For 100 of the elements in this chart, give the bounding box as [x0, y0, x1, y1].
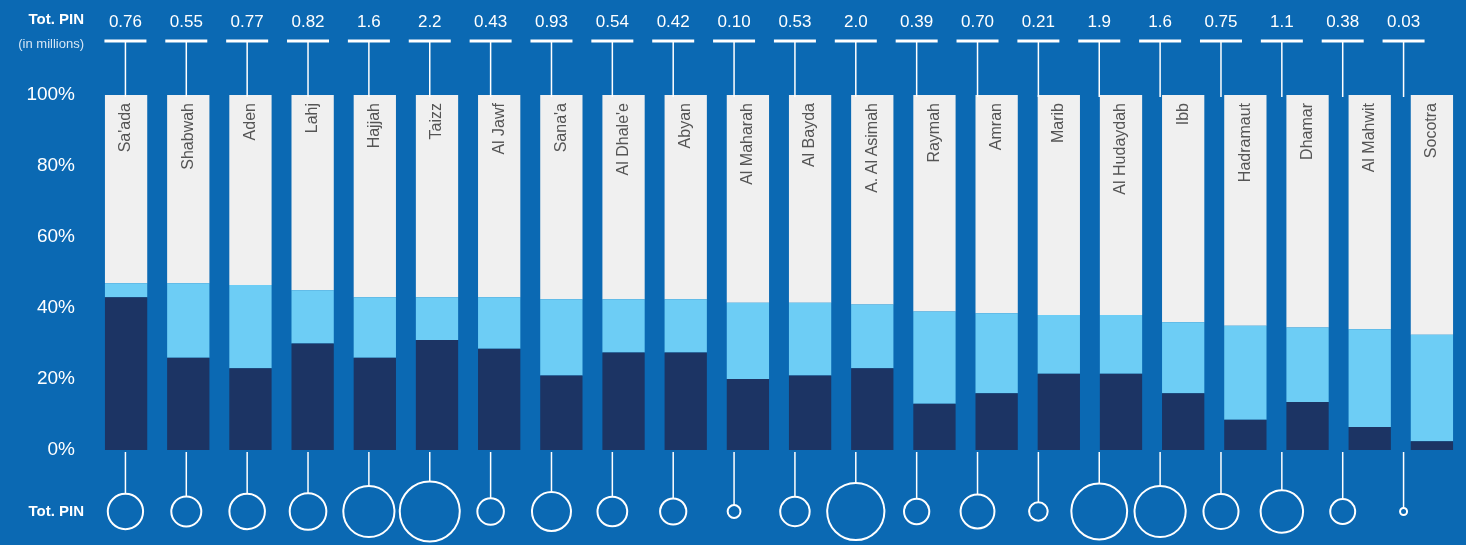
x-tick-label: Sana'a	[551, 102, 569, 153]
bar	[104, 95, 148, 284]
data-label: 0.70	[960, 11, 995, 31]
data-label: 1.9	[1087, 11, 1112, 31]
bar	[291, 290, 334, 344]
x-tick-label: Lahj	[303, 103, 321, 134]
x-tick-label: Al Jawf	[489, 102, 507, 155]
bar	[1410, 334, 1454, 442]
x-tick-label: Raymah	[924, 103, 942, 163]
bar	[353, 95, 396, 298]
data-label: 1.1	[1270, 11, 1294, 31]
bar	[540, 299, 583, 376]
data-label: 0.76	[108, 11, 142, 31]
data-label: 0.43	[474, 11, 508, 31]
bar	[1348, 329, 1391, 427]
x-tick-label: Al Bayda	[800, 102, 818, 168]
bar	[664, 352, 707, 450]
data-label: 0.82	[291, 11, 325, 31]
bar	[1410, 441, 1454, 450]
bar	[602, 299, 645, 353]
bar	[1162, 95, 1205, 323]
bar	[664, 299, 707, 353]
bar	[913, 311, 956, 404]
x-tick-label: Socotra	[1422, 102, 1440, 159]
bar	[975, 95, 1018, 314]
x-tick-label: Aden	[240, 103, 258, 141]
data-label: 0.93	[534, 11, 569, 31]
x-tick-label: Al Hudaydah	[1111, 103, 1129, 195]
x-tick-label: Amran	[987, 103, 1005, 151]
bar	[415, 339, 459, 450]
bar	[167, 357, 210, 450]
bar	[1348, 95, 1391, 330]
bar	[1162, 393, 1205, 450]
bar	[167, 283, 210, 358]
bar	[478, 95, 521, 298]
bar	[726, 379, 770, 450]
bar	[415, 297, 459, 340]
bar	[229, 284, 272, 369]
data-label: 0.39	[900, 11, 934, 31]
data-label: 0.21	[1021, 11, 1055, 31]
x-tick-label: Shabwah	[178, 103, 196, 170]
x-tick-label: Al Dhale'e	[613, 102, 631, 176]
bar	[104, 283, 148, 298]
x-tick-label: Marib	[1049, 102, 1067, 144]
bar	[788, 95, 832, 303]
x-tick-label: Al Maharah	[738, 103, 756, 185]
bar	[478, 348, 521, 450]
bar	[1286, 327, 1329, 403]
bar	[229, 95, 272, 285]
bar	[664, 95, 707, 300]
data-label: 1.6	[1148, 11, 1172, 31]
data-label: 0.42	[656, 11, 690, 31]
bar	[851, 95, 894, 305]
x-tick-label: Hadramaut	[1235, 102, 1253, 183]
bar	[1099, 95, 1143, 316]
y-tick-label: 60%	[36, 225, 76, 247]
bar	[1410, 95, 1454, 335]
data-label: 2.2	[417, 11, 442, 31]
bar	[415, 95, 459, 298]
bar	[540, 95, 583, 300]
bar	[1099, 315, 1143, 374]
bar	[1224, 419, 1267, 450]
data-label: 0.77	[230, 11, 264, 31]
bar	[353, 297, 396, 358]
bar	[851, 368, 894, 450]
bar	[913, 403, 956, 450]
bar	[913, 95, 956, 312]
bar	[726, 95, 770, 303]
data-label: 0.10	[717, 11, 751, 31]
text: Tot. PIN	[28, 501, 84, 519]
bar	[291, 343, 334, 450]
x-tick-label: Hajjah	[365, 103, 383, 149]
bar	[1037, 373, 1080, 450]
bar	[788, 302, 832, 376]
bar	[167, 95, 210, 284]
bar	[1286, 95, 1329, 328]
bar	[540, 375, 583, 450]
data-label: 0.03	[1387, 11, 1421, 31]
x-tick-label: A. Al Asimah	[862, 103, 880, 193]
data-label: 0.75	[1204, 11, 1238, 31]
y-tick-label: 100%	[26, 83, 76, 105]
bar	[1099, 373, 1143, 450]
data-label: 0.54	[595, 11, 629, 31]
bar	[1224, 325, 1267, 420]
data-label: 2.0	[843, 11, 868, 31]
y-tick-label: 0%	[47, 438, 76, 460]
bar	[851, 304, 894, 369]
bar	[353, 357, 396, 450]
y-tick-label: 20%	[36, 367, 76, 389]
data-label: 1.6	[357, 11, 381, 31]
y-tick-label: 40%	[36, 296, 76, 318]
bar	[1348, 426, 1391, 450]
bar	[1037, 315, 1080, 374]
data-label: 0.53	[778, 11, 812, 31]
x-tick-label: Taizz	[427, 103, 445, 140]
x-tick-label: Al Mahwit	[1360, 102, 1378, 173]
x-tick-label: Ibb	[1173, 102, 1191, 126]
bar	[1037, 95, 1080, 316]
text: Tot. PIN	[28, 10, 84, 28]
bar	[726, 302, 770, 379]
